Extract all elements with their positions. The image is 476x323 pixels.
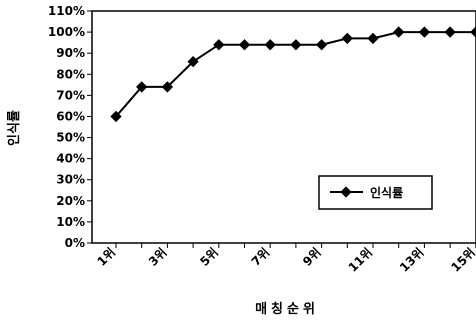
y-tick-label: 80%	[56, 67, 85, 81]
data-point	[264, 39, 276, 51]
y-tick-label: 20%	[56, 194, 85, 208]
y-tick-label: 110%	[48, 4, 85, 18]
x-tick-label: 15위	[448, 245, 476, 275]
data-point	[213, 39, 225, 51]
data-point	[393, 26, 405, 38]
x-tick-label: 1위	[95, 245, 119, 269]
y-axis-title: 인식률	[6, 110, 22, 146]
y-tick-label: 60%	[56, 109, 85, 123]
legend-label: 인식률	[370, 185, 403, 200]
plot-border	[91, 10, 476, 244]
x-axis: 1위 3위 5위 7위 9위 11위 13위 15위	[95, 243, 476, 275]
data-point	[290, 39, 302, 51]
x-tick-label: 7위	[249, 245, 273, 269]
data-point	[418, 26, 431, 38]
y-tick-label: 30%	[56, 173, 85, 187]
y-tick-label: 90%	[56, 46, 85, 60]
y-tick-label: 0%	[65, 236, 85, 250]
series-layer	[110, 26, 476, 123]
data-point	[341, 32, 353, 45]
data-point	[470, 26, 476, 38]
x-tick-label: 5위	[197, 245, 221, 269]
x-tick-label: 9위	[300, 245, 324, 269]
y-tick-label: 70%	[56, 88, 85, 102]
y-tick-label: 50%	[56, 131, 85, 145]
data-point	[367, 32, 379, 45]
x-axis-title: 매칭순위	[255, 301, 319, 317]
x-tick-label: 11위	[346, 245, 376, 275]
legend-marker	[340, 186, 352, 198]
y-axis: 0% 10% 20% 30% 40% 50% 60% 70% 80% 90% 100% 110%	[48, 4, 92, 250]
data-point	[444, 26, 456, 38]
data-point	[238, 39, 251, 51]
y-tick-label: 10%	[56, 215, 85, 229]
x-tick-label: 3위	[146, 245, 170, 269]
plot-area	[91, 10, 476, 244]
legend: 인식률	[318, 175, 433, 210]
y-tick-label: 100%	[48, 25, 85, 39]
series-line	[115, 31, 476, 118]
x-tick-label: 13위	[397, 245, 427, 275]
data-point	[315, 39, 328, 51]
y-tick-label: 40%	[56, 152, 85, 166]
